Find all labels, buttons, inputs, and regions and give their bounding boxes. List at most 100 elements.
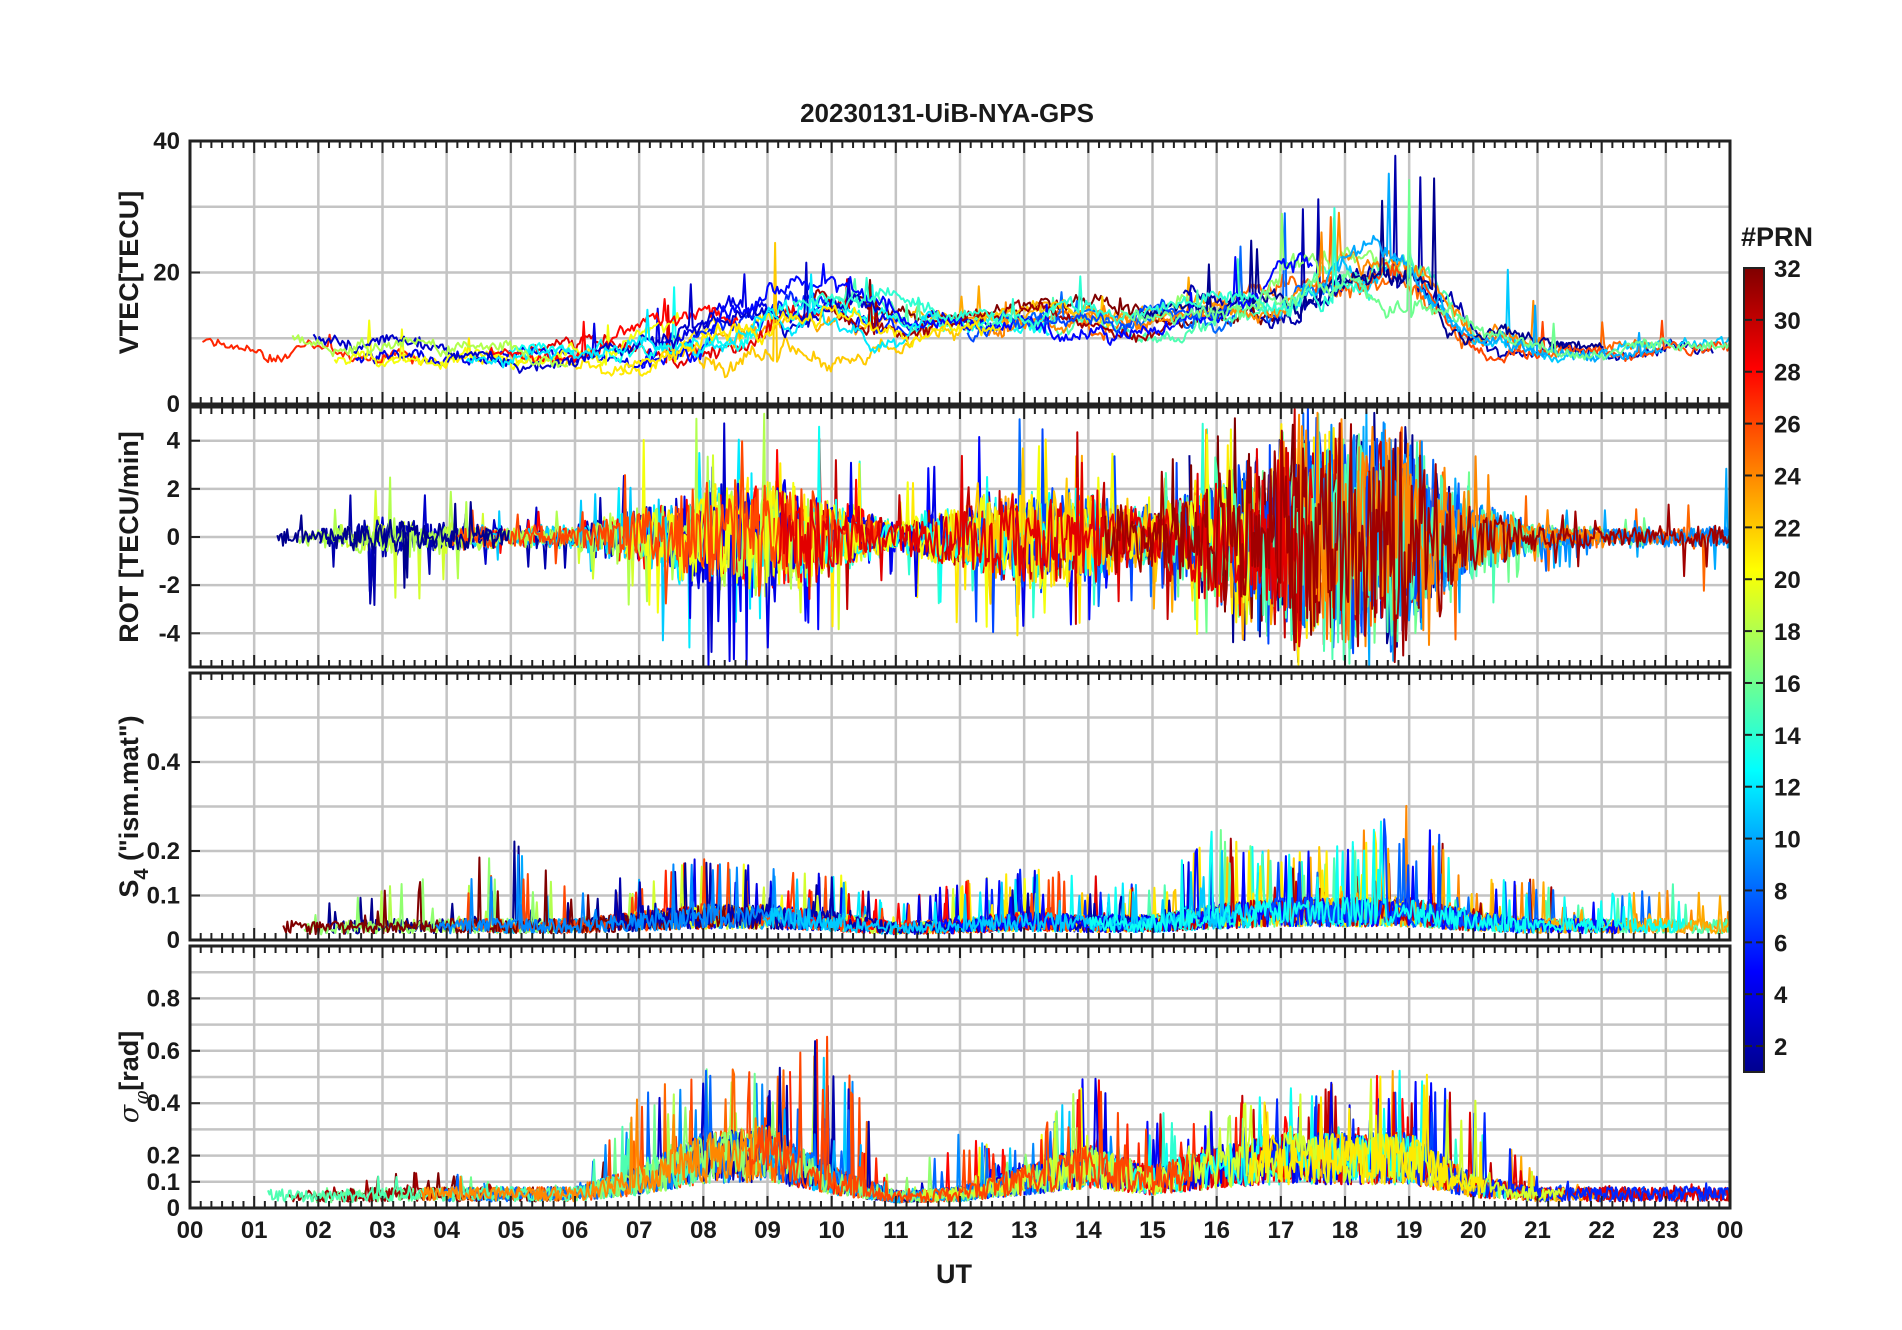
- rot-y-tick-label: 4: [167, 428, 181, 455]
- sigma_phi-y-tick-label: 0.2: [147, 1143, 180, 1170]
- rot-y-tick-label: 2: [167, 476, 180, 503]
- trace-prn-16: [1120, 179, 1730, 361]
- x-tick-label: 16: [1203, 1217, 1230, 1244]
- trace-prn-1: [276, 501, 510, 589]
- sigma_phi-y-axis-label: σφ[rad]: [114, 1031, 153, 1123]
- trace-prn-3: [312, 261, 881, 374]
- chart-title: 20230131-UiB-NYA-GPS: [800, 98, 1094, 128]
- trace-prn-12: [465, 273, 941, 369]
- vtec-y-tick-label: 0: [167, 391, 180, 418]
- s4-traces: [282, 804, 1730, 936]
- x-tick-label: 18: [1332, 1217, 1359, 1244]
- x-tick-label: 06: [562, 1217, 589, 1244]
- colorbar-tick-label: 12: [1774, 775, 1801, 802]
- x-tick-label: 01: [241, 1217, 268, 1244]
- vtec-traces: [202, 154, 1730, 379]
- trace-prn-7: [1263, 818, 1545, 934]
- x-tick-label: 22: [1588, 1217, 1615, 1244]
- x-axis: 00 01 02 03 04 05 06 07 08 09 10 11 12 13 14 15 16 17 18 19…: [177, 1217, 1744, 1244]
- trace-prn-14: [792, 207, 1374, 331]
- colorbar-tick-label: 28: [1774, 360, 1801, 387]
- colorbar-tick-label: 32: [1774, 256, 1801, 283]
- colorbar-tick-label: 20: [1774, 567, 1801, 594]
- sigma_phi-y-tick-label: 0.1: [147, 1169, 180, 1196]
- trace-prn-27: [202, 333, 418, 365]
- s4-y-tick-label: 0.1: [147, 883, 180, 910]
- trace-prn-9: [435, 854, 822, 935]
- sigma_phi-y-tick-label: 0.4: [147, 1090, 181, 1117]
- colorbar-gradient: [1743, 267, 1765, 1073]
- colorbar-tick-label: 30: [1774, 308, 1801, 335]
- trace-prn-2: [1182, 154, 1714, 361]
- x-tick-label: 00: [177, 1217, 204, 1244]
- trace-prn-18: [291, 334, 569, 368]
- x-tick-label: 10: [818, 1217, 845, 1244]
- colorbar-tick-label: 8: [1774, 878, 1787, 905]
- x-tick-label: 07: [626, 1217, 653, 1244]
- x-tick-label: 04: [433, 1217, 460, 1244]
- trace-prn-19: [921, 1078, 1566, 1203]
- trace-prn-29: [1116, 1091, 1730, 1203]
- colorbar-tick-label: 2: [1774, 1034, 1787, 1061]
- sigma_phi-y-tick-label: 0: [167, 1195, 180, 1222]
- x-tick-label: 00: [1717, 1217, 1744, 1244]
- x-tick-label: 11: [883, 1217, 908, 1244]
- trace-prn-21: [619, 304, 1002, 376]
- panel-vtec: 0 20 40 VTEC[TECU]: [114, 128, 1732, 418]
- sigma_phi-y-tick-label: 0.8: [147, 985, 180, 1012]
- x-tick-label: 15: [1139, 1217, 1166, 1244]
- x-tick-label: 23: [1652, 1217, 1679, 1244]
- trace-prn-24: [987, 211, 1544, 346]
- colorbar-tick-label: 4: [1774, 982, 1788, 1009]
- colorbar-title: #PRN: [1741, 222, 1813, 252]
- vtec-y-tick-label: 20: [153, 260, 180, 287]
- sigma_phi-traces: [267, 1035, 1730, 1204]
- colorbar-tick-label: 14: [1774, 723, 1801, 750]
- trace-prn-26: [747, 1035, 1194, 1204]
- x-tick-label: 19: [1396, 1217, 1423, 1244]
- trace-prn-24: [420, 1098, 763, 1203]
- x-axis-label: UT: [936, 1259, 972, 1289]
- x-tick-label: 20: [1460, 1217, 1487, 1244]
- panel-sigma_phi: 00.10.2 0.4 0.6 0.8 σφ[rad]: [114, 944, 1732, 1222]
- x-tick-label: 02: [305, 1217, 332, 1244]
- x-tick-label: 12: [947, 1217, 974, 1244]
- x-tick-label: 14: [1075, 1217, 1102, 1244]
- panel-rot: -4 -2 0 2 4 ROT [TECU/min]: [114, 405, 1732, 669]
- vtec-y-tick-label: 40: [153, 128, 180, 155]
- colorbar-tick-label: 6: [1774, 930, 1787, 957]
- sigma_phi-y-tick-label: 0.6: [147, 1038, 180, 1065]
- vtec-y-axis-label: VTEC[TECU]: [114, 191, 144, 355]
- rot-y-tick-label: 0: [167, 524, 180, 551]
- trace-prn-6: [1269, 1087, 1730, 1203]
- x-tick-label: 03: [369, 1217, 396, 1244]
- trace-prn-31: [1104, 422, 1730, 664]
- x-tick-label: 05: [497, 1217, 524, 1244]
- trace-prn-13: [1089, 820, 1686, 935]
- x-tick-label: 08: [690, 1217, 717, 1244]
- colorbar-tick-label: 16: [1774, 671, 1801, 698]
- s4-y-tick-label: 0.2: [147, 838, 180, 865]
- s4-y-axis-label: S4 ("ism.mat"): [114, 715, 153, 897]
- trace-prn-10: [1293, 172, 1663, 363]
- s4-y-tick-label: 0.4: [147, 749, 181, 776]
- colorbar-tick-label: 10: [1774, 827, 1801, 854]
- colorbar-tick-label: 18: [1774, 619, 1801, 646]
- rot-y-tick-label: -4: [159, 620, 181, 647]
- rot-traces: [276, 407, 1730, 667]
- panel-s4: 0 0.1 0.2 0.4S4 ("ism.mat"): [114, 671, 1732, 954]
- colorbar-tick-label: 24: [1774, 463, 1801, 490]
- colorbar-tick-label: 22: [1774, 515, 1801, 542]
- trace-prn-13: [1095, 1069, 1425, 1195]
- rot-y-axis-label: ROT [TECU/min]: [114, 431, 144, 642]
- x-tick-label: 13: [1011, 1217, 1038, 1244]
- x-tick-label: 21: [1524, 1217, 1551, 1244]
- rot-y-tick-label: -2: [159, 572, 180, 599]
- x-tick-label: 17: [1267, 1217, 1294, 1244]
- s4-y-tick-label: 0: [167, 927, 180, 954]
- x-tick-label: 09: [754, 1217, 781, 1244]
- trace-prn-21: [1248, 1073, 1485, 1199]
